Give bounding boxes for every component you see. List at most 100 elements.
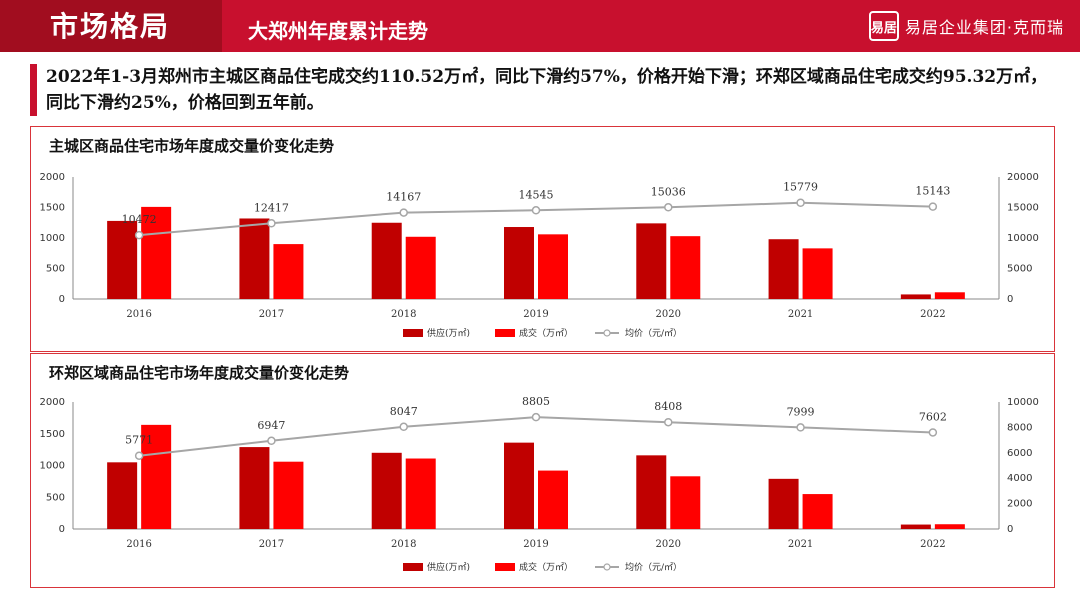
price-data-label: 14545: [519, 188, 554, 201]
x-tick-label: 2017: [259, 309, 284, 320]
legend-swatch-supply: [403, 329, 423, 337]
legend-label-price: 均价（元/㎡）: [625, 327, 682, 339]
y-right-tick-label: 8000: [1007, 422, 1032, 433]
bar-supply: [371, 452, 402, 529]
legend-label-price: 均价（元/㎡）: [625, 561, 682, 573]
bar-deal: [141, 206, 172, 299]
price-data-label: 7602: [919, 410, 947, 423]
y-left-tick-label: 500: [46, 264, 65, 275]
legend-label-deal: 成交（万㎡）: [519, 561, 573, 573]
x-tick-label: 2019: [523, 309, 548, 320]
bar-deal: [802, 494, 833, 529]
legend-swatch-supply: [403, 563, 423, 571]
bar-supply: [900, 524, 931, 529]
y-right-tick-label: 10000: [1007, 397, 1039, 408]
x-tick-label: 2022: [920, 539, 945, 550]
price-point: [267, 219, 276, 228]
summary-accent-bar: [30, 64, 37, 116]
x-tick-label: 2018: [391, 309, 416, 320]
price-data-label: 10472: [122, 213, 157, 226]
legend-marker-price: [603, 563, 611, 571]
bar-supply: [371, 222, 402, 299]
page-subtitle: 大郑州年度累计走势: [248, 19, 428, 43]
price-data-label: 7999: [787, 405, 815, 418]
x-tick-label: 2016: [126, 539, 151, 550]
y-right-tick-label: 0: [1007, 524, 1013, 535]
price-data-label: 5771: [125, 434, 153, 447]
bar-supply: [504, 442, 534, 529]
legend-swatch-deal: [495, 329, 515, 337]
bar-deal: [670, 476, 701, 529]
bar-deal: [141, 424, 172, 529]
price-point: [664, 203, 673, 212]
y-left-tick-label: 1500: [40, 203, 65, 214]
price-data-label: 14167: [386, 191, 421, 204]
section-title: 市场格局: [50, 10, 171, 43]
brand-logo: 易居 易居企业集团·克而瑞: [868, 10, 1064, 42]
summary-text: 2022年1-3月郑州市主城区商品住宅成交约110.52万㎡，同比下滑约57%，…: [46, 67, 1048, 113]
bar-supply: [107, 220, 138, 299]
price-point: [399, 208, 408, 217]
bar-deal: [934, 524, 965, 529]
chart-panel-main-city: 主城区商品住宅市场年度成交量价变化走势 0 500 1000 1500 2000 0 500…: [30, 126, 1055, 352]
price-point: [134, 230, 144, 240]
price-point: [399, 422, 408, 432]
bar-deal: [670, 236, 701, 299]
bar-supply: [636, 223, 667, 299]
brand-name: 易居企业集团·克而瑞: [904, 18, 1064, 37]
x-tick-label: 2020: [656, 539, 681, 550]
y-left-tick-label: 2000: [40, 397, 65, 408]
price-point: [796, 198, 805, 207]
legend-label-supply: 供应(万㎡): [427, 327, 470, 339]
y-left-tick-label: 500: [46, 492, 65, 503]
bar-supply: [107, 462, 138, 529]
price-data-label: 8047: [390, 405, 418, 418]
bar-deal: [802, 248, 833, 299]
bar-supply: [900, 294, 931, 299]
bar-supply: [636, 455, 667, 529]
x-tick-label: 2020: [656, 309, 681, 320]
x-tick-label: 2022: [920, 309, 945, 320]
price-point: [531, 206, 541, 215]
bar-deal: [538, 470, 568, 529]
bar-supply: [768, 239, 799, 299]
bar-supply: [504, 227, 534, 299]
legend-swatch-deal: [495, 563, 515, 571]
y-right-tick-label: 20000: [1007, 172, 1039, 183]
x-tick-label: 2016: [126, 309, 151, 320]
section-tab: 市场格局: [0, 0, 222, 52]
y-left-tick-label: 0: [59, 524, 65, 535]
chart-title: 环郑区域商品住宅市场年度成交量价变化走势: [49, 364, 350, 382]
y-right-tick-label: 4000: [1007, 473, 1032, 484]
bar-deal: [273, 461, 304, 529]
x-tick-label: 2017: [259, 539, 284, 550]
y-left-tick-label: 1000: [40, 233, 65, 244]
bar-deal: [405, 458, 436, 529]
price-point: [664, 417, 673, 427]
price-data-label: 15036: [651, 185, 686, 198]
x-tick-label: 2018: [391, 539, 416, 550]
price-data-label: 12417: [254, 201, 289, 214]
legend-label-supply: 供应(万㎡): [427, 561, 470, 573]
bar-deal: [273, 244, 304, 299]
bar-supply: [768, 478, 799, 529]
y-right-tick-label: 15000: [1007, 203, 1039, 214]
x-tick-label: 2021: [788, 539, 813, 550]
y-right-tick-label: 5000: [1007, 264, 1032, 275]
legend-marker-price: [603, 329, 611, 337]
price-point: [928, 428, 938, 437]
price-data-label: 8805: [522, 395, 550, 408]
bar-supply: [239, 218, 270, 299]
bar-deal: [934, 292, 965, 299]
chart-panel-surrounding: 环郑区域商品住宅市场年度成交量价变化走势 0 500 1000 1500 2000 0 20…: [30, 353, 1055, 588]
y-right-tick-label: 6000: [1007, 448, 1032, 459]
chart-surrounding: 0 500 1000 1500 2000 0 2000 4000 6000 8000 10000 20…: [40, 395, 1039, 573]
y-right-tick-label: 10000: [1007, 233, 1039, 244]
bar-deal: [405, 236, 436, 299]
y-right-tick-label: 0: [1007, 294, 1013, 305]
price-data-label: 15143: [915, 185, 950, 198]
price-point: [796, 423, 805, 432]
chart-title: 主城区商品住宅市场年度成交量价变化走势: [49, 137, 335, 155]
legend-label-deal: 成交（万㎡）: [519, 327, 573, 339]
y-left-tick-label: 2000: [40, 172, 65, 183]
